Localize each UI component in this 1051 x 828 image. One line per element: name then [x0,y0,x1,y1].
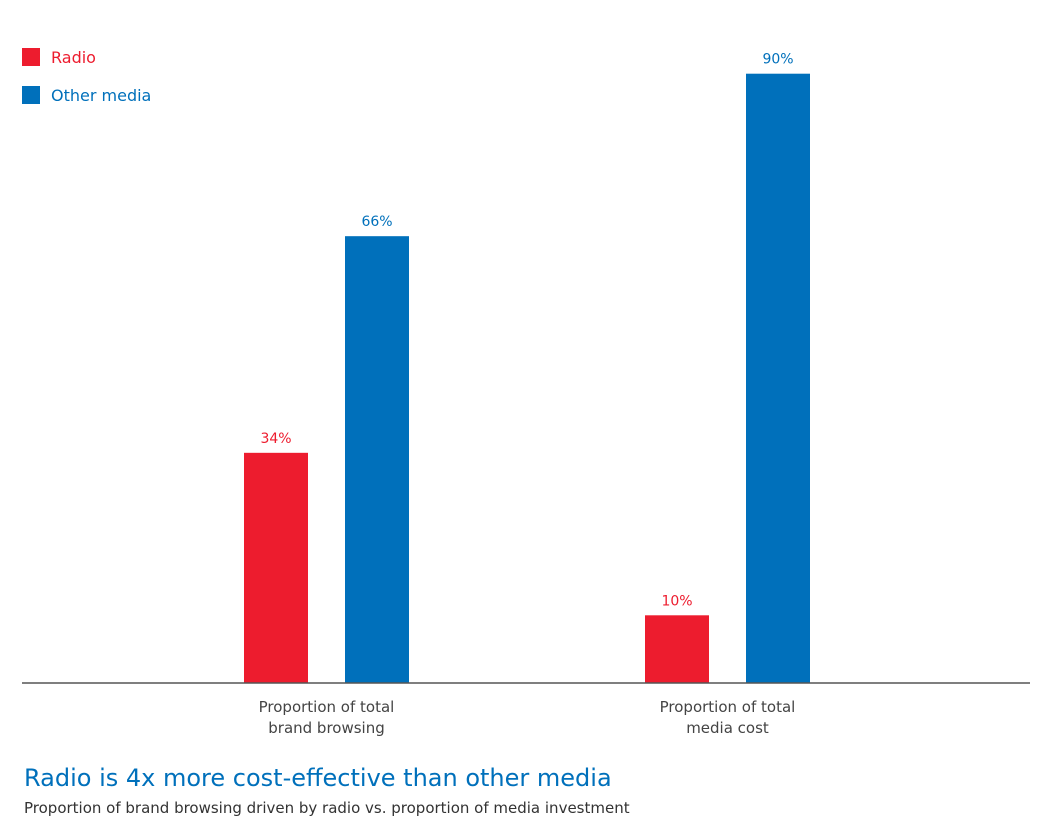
legend-swatch-radio [22,48,40,66]
bar-other-media-2 [746,73,810,683]
legend: Radio Other media [22,46,151,122]
legend-item-radio: Radio [22,46,151,68]
category-label-line: brand browsing [268,719,385,737]
legend-item-other-media: Other media [22,84,151,106]
category-label-1: Proportion of total brand browsing [259,698,395,737]
legend-swatch-other-media [22,86,40,104]
legend-label-other-media: Other media [51,85,152,105]
data-label-other-media-2: 90% [762,52,793,68]
bar-radio-2 [645,615,709,683]
category-label-line: Proportion of total [259,698,395,716]
data-label-radio-1: 34% [260,431,291,447]
data-label-radio-2: 10% [661,593,692,609]
legend-label-radio: Radio [51,47,96,67]
bar-radio-1 [244,452,308,683]
category-label-2: Proportion of total media cost [660,698,796,737]
chart-subtitle: Proportion of brand browsing driven by r… [24,799,630,817]
chart-title: Radio is 4x more cost-effective than oth… [24,764,612,792]
category-label-line: Proportion of total [660,698,796,716]
category-label-line: media cost [686,719,769,737]
bar-other-media-1 [345,236,409,683]
data-label-other-media-1: 66% [361,214,392,230]
